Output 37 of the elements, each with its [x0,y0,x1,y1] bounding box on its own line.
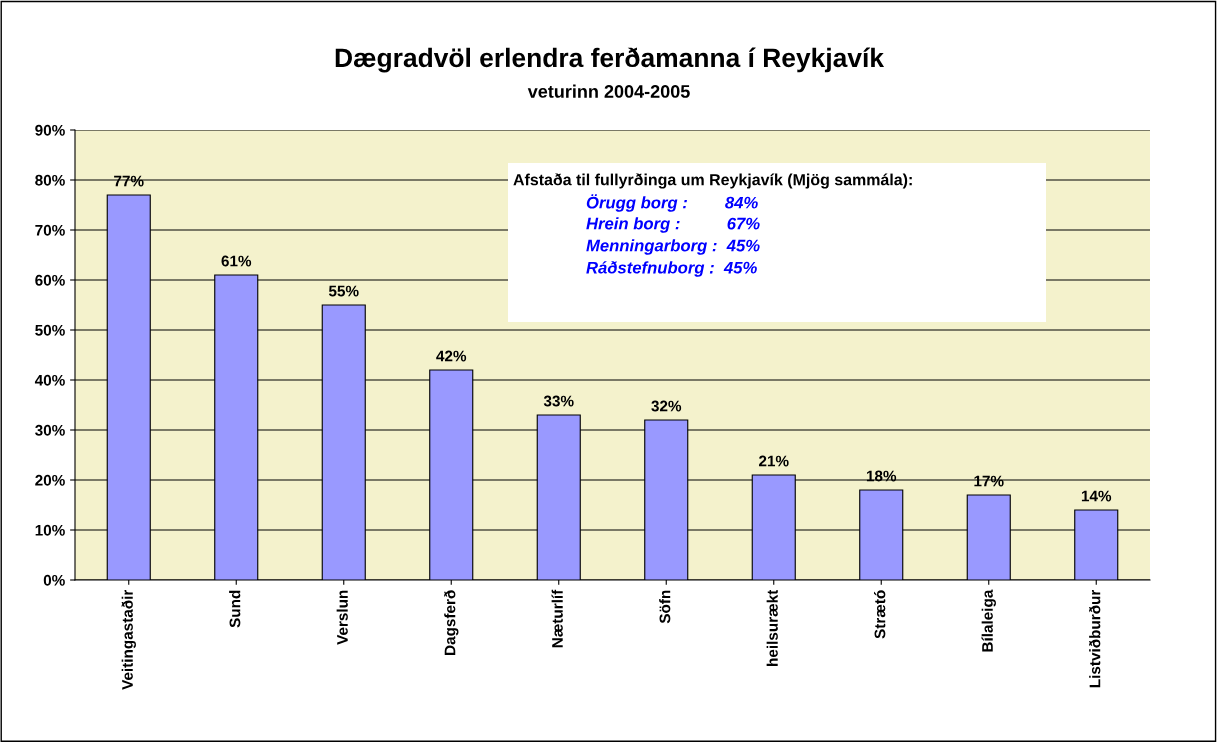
y-tick-label: 30% [35,424,65,436]
annotation: Ráðstefnuborg : 45% [586,261,757,277]
annotation: Hrein borg : 67% [586,217,760,233]
x-tick-label: Veitingastaðir [121,589,136,690]
data-label: 17% [974,475,1004,487]
annotation: Örugg borg : 84% [586,194,758,212]
data-label: 61% [221,255,252,267]
data-label: 14% [1081,490,1112,502]
data-label: 77% [114,175,144,187]
x-tick-label: Verslun [336,590,348,645]
y-tick-label: 80% [35,174,65,186]
y-tick-label: 70% [35,224,65,236]
chart-title: Dægradvöl erlendra ferðamanna í Reykjavík [335,47,885,73]
data-label: 21% [758,455,789,467]
x-tick-label: Bílaleiga [981,589,996,652]
data-label: 55% [328,285,359,297]
x-tick-label: Dagsferð [444,590,459,655]
y-tick-label: 10% [35,524,65,536]
data-label: 18% [866,470,897,482]
annotation: Menningarborg : 45% [586,239,760,255]
data-label: 33% [543,395,574,407]
y-tick-label: 0% [43,574,65,586]
x-tick-label: Strætó [874,590,886,639]
x-tick-label: Sund [229,590,241,628]
x-tick-label: Næturlíf [551,589,563,648]
x-tick-label: heilsurækt [766,589,778,666]
y-tick-label: 60% [35,274,65,286]
chart-subtitle: veturinn 2004-2005 [527,84,690,98]
data-label: 42% [436,350,467,362]
data-label: 32% [651,400,682,412]
x-tick-label: Söfn [659,590,671,624]
y-tick-label: 50% [35,324,65,336]
x-tick-label: Listviðburður [1088,589,1101,688]
y-tick-label: 20% [35,474,65,486]
annotation: Afstaða til fullyrðinga um Reykjavík (Mjög sammála): [513,173,912,189]
y-tick-label: 40% [34,374,65,386]
y-tick-label: 90% [35,124,65,136]
